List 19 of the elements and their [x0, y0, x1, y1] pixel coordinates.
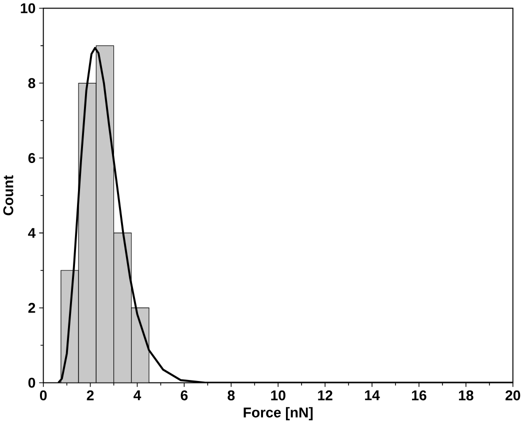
x-tick-label: 8: [228, 390, 235, 401]
x-tick-label: 4: [134, 390, 142, 400]
y-tick-label: 10: [20, 3, 36, 14]
y-tick-label: 6: [28, 153, 36, 164]
x-tick-label: 10: [271, 390, 286, 401]
x-tick-label: 16: [412, 390, 426, 401]
x-tick-label: 12: [318, 390, 332, 400]
y-tick-label: 4: [28, 228, 36, 238]
x-tick-label: 20: [506, 390, 520, 401]
y-axis-title: Count: [3, 176, 14, 216]
x-tick-label: 2: [86, 390, 94, 400]
x-tick-label: 6: [180, 390, 188, 401]
x-axis-title: Force [nN]: [244, 407, 313, 420]
x-tick-label: 14: [365, 390, 380, 400]
y-tick-label: 8: [28, 78, 36, 88]
y-tick-label: 0: [28, 378, 36, 388]
x-tick-label: 18: [458, 390, 474, 401]
y-tick-label: 2: [28, 303, 36, 313]
x-tick-label: 0: [40, 390, 47, 401]
